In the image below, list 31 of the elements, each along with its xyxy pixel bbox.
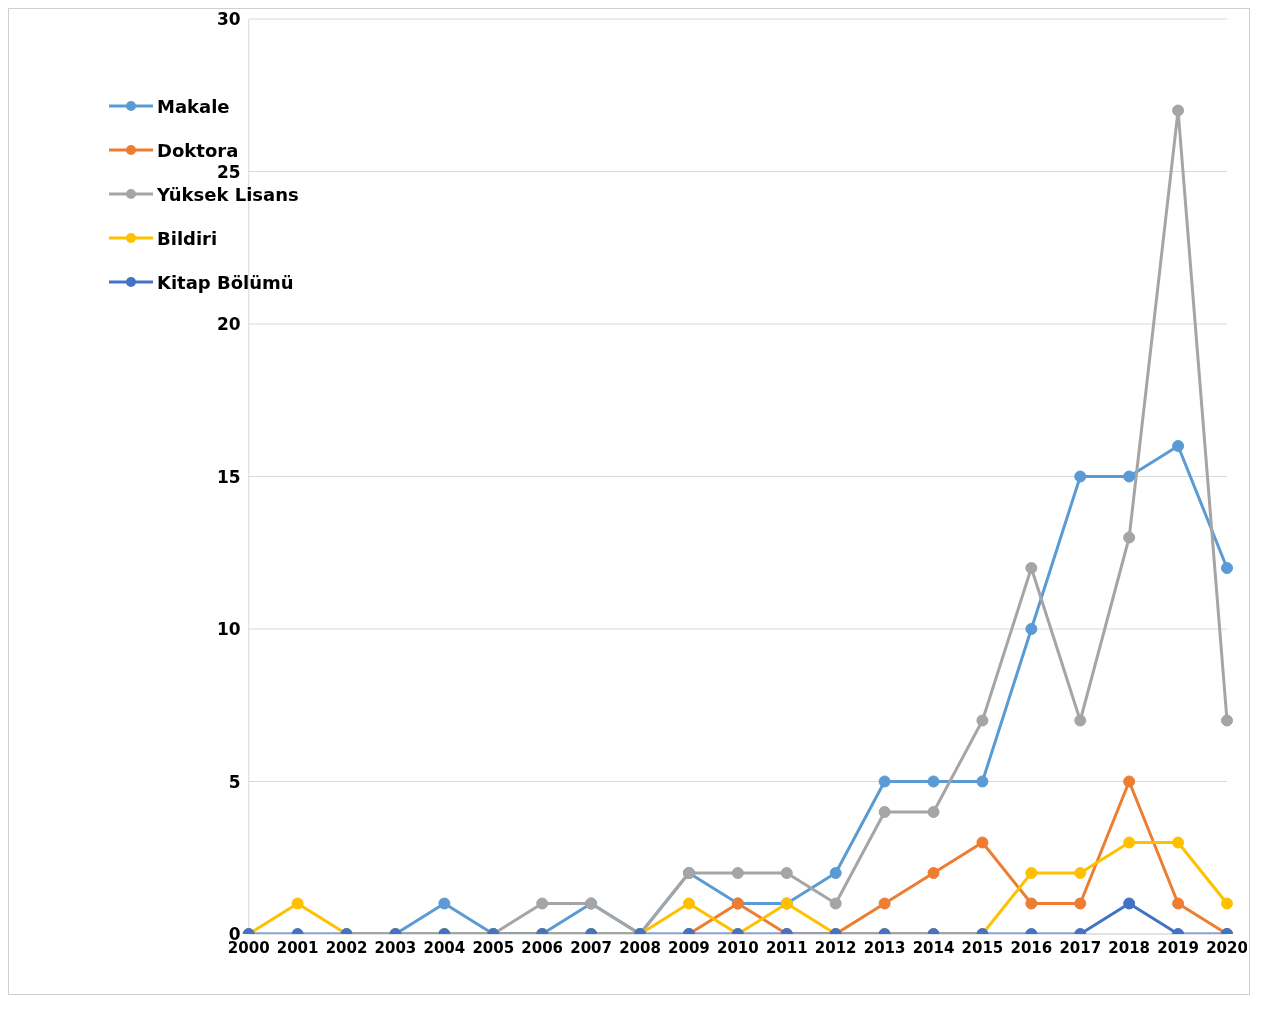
x-tick-label: 2001 (276, 938, 319, 957)
legend-label: Yüksek Lisans (157, 183, 299, 205)
x-tick-label: 2016 (1010, 938, 1053, 957)
legend-label: Doktora (157, 139, 239, 161)
x-tick-label: 2006 (521, 938, 564, 957)
x-tick-label: 2004 (423, 938, 466, 957)
y-tick-label: 25 (217, 161, 241, 182)
x-tick-label: 2011 (765, 938, 808, 957)
x-tick-label: 2005 (472, 938, 515, 957)
y-tick-label: 30 (217, 9, 241, 30)
x-tick-label: 2013 (863, 938, 906, 957)
x-tick-label: 2020 (1206, 938, 1248, 957)
legend-label: Bildiri (157, 227, 218, 249)
x-tick-label: 2017 (1059, 938, 1102, 957)
x-tick-label: 2009 (668, 938, 710, 957)
x-tick-label: 2018 (1108, 938, 1151, 957)
x-tick-label: 2019 (1157, 938, 1199, 957)
x-tick-label: 2012 (814, 938, 857, 957)
y-tick-label: 10 (217, 619, 241, 640)
x-tick-label: 2014 (912, 938, 955, 957)
x-tick-label: 2003 (374, 938, 417, 957)
x-tick-label: 2007 (570, 938, 612, 957)
x-tick-label: 2008 (619, 938, 661, 957)
x-tick-label: 2015 (961, 938, 1004, 957)
x-tick-label: 2002 (325, 938, 368, 957)
y-tick-label: 20 (217, 314, 241, 335)
legend-label: Makale (157, 95, 230, 117)
legend-label: Kitap Bölümü (157, 271, 294, 293)
y-tick-label: 5 (228, 771, 241, 792)
y-tick-label: 15 (217, 466, 241, 487)
x-tick-label: 2010 (716, 938, 759, 957)
